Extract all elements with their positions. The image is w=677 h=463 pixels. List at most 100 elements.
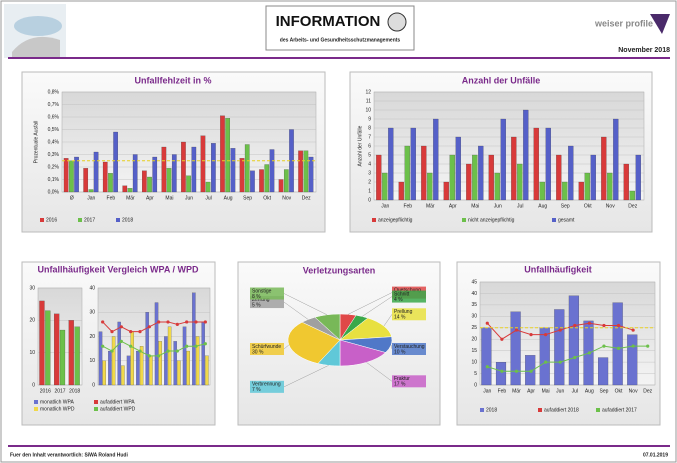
bar [94,152,98,192]
bar [411,128,416,200]
line-marker [185,320,188,323]
line-marker [110,330,113,333]
bar [554,309,564,385]
slice-value: 7 % [252,387,261,393]
bar [74,157,78,192]
line-marker [573,324,576,327]
line-marker [500,370,503,373]
bar [540,182,545,200]
bar [466,164,471,200]
line-marker [632,328,635,331]
bar [192,147,196,192]
bar [601,137,606,200]
bar [136,351,139,385]
bar [585,173,590,200]
y-tick-label: 20 [29,318,35,324]
line-marker [148,325,151,328]
y-tick-label: 3 [368,170,371,176]
y-tick-label: 5 [474,371,477,377]
x-tick-label: Jun [556,388,564,394]
bar [270,150,274,193]
legend-label: monatlich WPD [40,406,75,412]
bar [172,155,176,193]
bar [534,128,539,200]
bar [69,320,74,385]
legend-swatch [462,218,466,222]
bar [444,182,449,200]
bar [613,303,623,385]
bar [196,337,199,386]
line-marker [120,340,123,343]
x-tick-label: Nov [282,195,291,201]
x-tick-label: Ø [70,195,74,201]
legend-label: nicht anzeigepflichtig [468,217,515,223]
line-marker [500,338,503,341]
line-marker [120,325,123,328]
line-marker [632,344,635,347]
bar [382,173,387,200]
bar [167,168,171,192]
bar [162,147,166,192]
line-marker [486,322,489,325]
slice-value: 5 % [252,302,261,308]
y-tick-label: 0 [474,382,477,388]
bar [376,155,381,200]
line-marker [138,349,141,352]
chart-title: Anzahl der Unfälle [462,75,541,85]
y-tick-label: 30 [89,310,95,316]
bar [75,327,80,385]
line-marker [617,324,620,327]
x-tick-label: Mär [426,203,435,209]
x-tick-label: Sep [600,388,609,394]
x-tick-label: Aug [585,388,594,394]
bar [211,143,215,192]
bar [399,182,404,200]
footer-left: Fuer den Inhalt verantwortlich: SiWA Rol… [10,452,128,458]
y-tick-label: 25 [471,325,477,331]
y-tick-label: 30 [29,285,35,291]
y-tick-label: 0 [32,382,35,388]
bar [598,358,608,385]
legend-label: monatlich WPA [40,399,74,405]
bar [569,296,579,385]
legend-label: anzeigepflichtig [378,217,413,223]
line-marker [194,320,197,323]
legend-label: 2018 [486,407,497,413]
bar [127,356,130,385]
slice-value: 30 % [252,349,264,355]
y-tick-label: 9 [368,116,371,122]
bar [250,171,254,192]
x-tick-label: Aug [224,195,233,201]
bar [83,168,87,192]
bar [186,176,190,192]
line-marker [529,370,532,373]
bar [591,155,596,200]
legend-swatch [538,408,542,412]
chart-title: Unfallfehlzeit in % [134,75,211,85]
line-marker [515,370,518,373]
y-tick-label: 4 [368,161,371,167]
footer-right: 07.01.2019 [643,452,668,458]
x-tick-label: Jul [572,388,578,394]
x-tick-label: Nov [606,203,615,209]
line-marker [166,320,169,323]
y-tick-label: 20 [471,337,477,343]
x-tick-label: Mär [126,195,135,201]
line-marker [176,349,179,352]
y-tick-label: 8 [368,125,371,131]
y-tick-label: 10 [365,107,371,113]
bar [627,335,637,385]
line-marker [157,354,160,357]
x-tick-label: Dez [643,388,652,394]
x-tick-label: Nov [629,388,638,394]
x-tick-label: Dez [302,195,311,201]
legend-swatch [94,400,98,404]
bar [103,361,106,385]
x-tick-label: Okt [263,195,271,201]
bar [39,301,44,385]
y-tick-label: 0,1% [48,177,60,183]
x-tick-label: Jan [483,388,491,394]
line-marker [194,345,197,348]
y-tick-label: 0,2% [48,164,60,170]
y-tick-label: 0,4% [48,139,60,145]
